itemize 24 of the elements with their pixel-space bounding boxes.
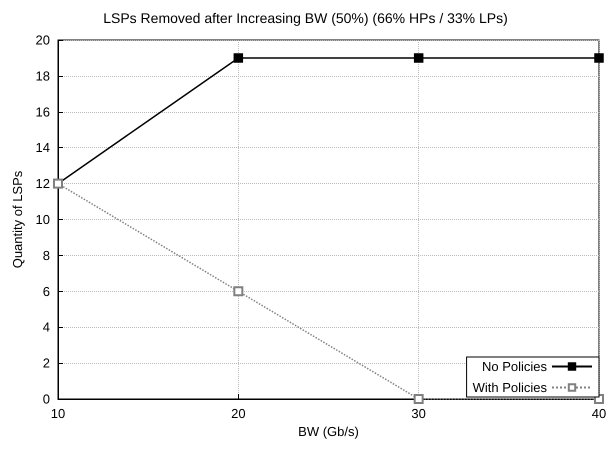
point bbox=[414, 394, 424, 404]
point bbox=[234, 53, 244, 63]
point bbox=[414, 53, 424, 63]
y-tick-label: 6 bbox=[42, 284, 50, 299]
chart-title: LSPs Removed after Increasing BW (50%) (66% HPs / 33% LPs) bbox=[103, 10, 508, 26]
y-tick-label: 14 bbox=[36, 140, 50, 156]
x-tick-label: 40 bbox=[592, 406, 606, 421]
y-tick-label: 20 bbox=[36, 32, 50, 48]
y-tick-label: 8 bbox=[42, 248, 50, 263]
y-tick-label: 2 bbox=[42, 356, 50, 371]
y-tick-label: 12 bbox=[36, 176, 50, 192]
x-tick-label: 20 bbox=[231, 406, 246, 421]
point bbox=[233, 286, 244, 296]
y-tick-label: 16 bbox=[36, 104, 50, 120]
x-tick-label: 30 bbox=[411, 406, 426, 421]
legend-label: No Policies bbox=[482, 359, 548, 374]
y-tick-label: 4 bbox=[42, 320, 50, 335]
y-tick-label: 18 bbox=[36, 68, 50, 84]
point bbox=[594, 53, 604, 63]
y-tick-label: 0 bbox=[42, 392, 50, 406]
x-axis-title: BW (Gb/s) bbox=[298, 424, 359, 439]
y-tick-label: 10 bbox=[36, 212, 50, 227]
legend-label: With Policies bbox=[472, 380, 548, 395]
y-axis-title: Quantity of LSPs bbox=[10, 170, 25, 268]
